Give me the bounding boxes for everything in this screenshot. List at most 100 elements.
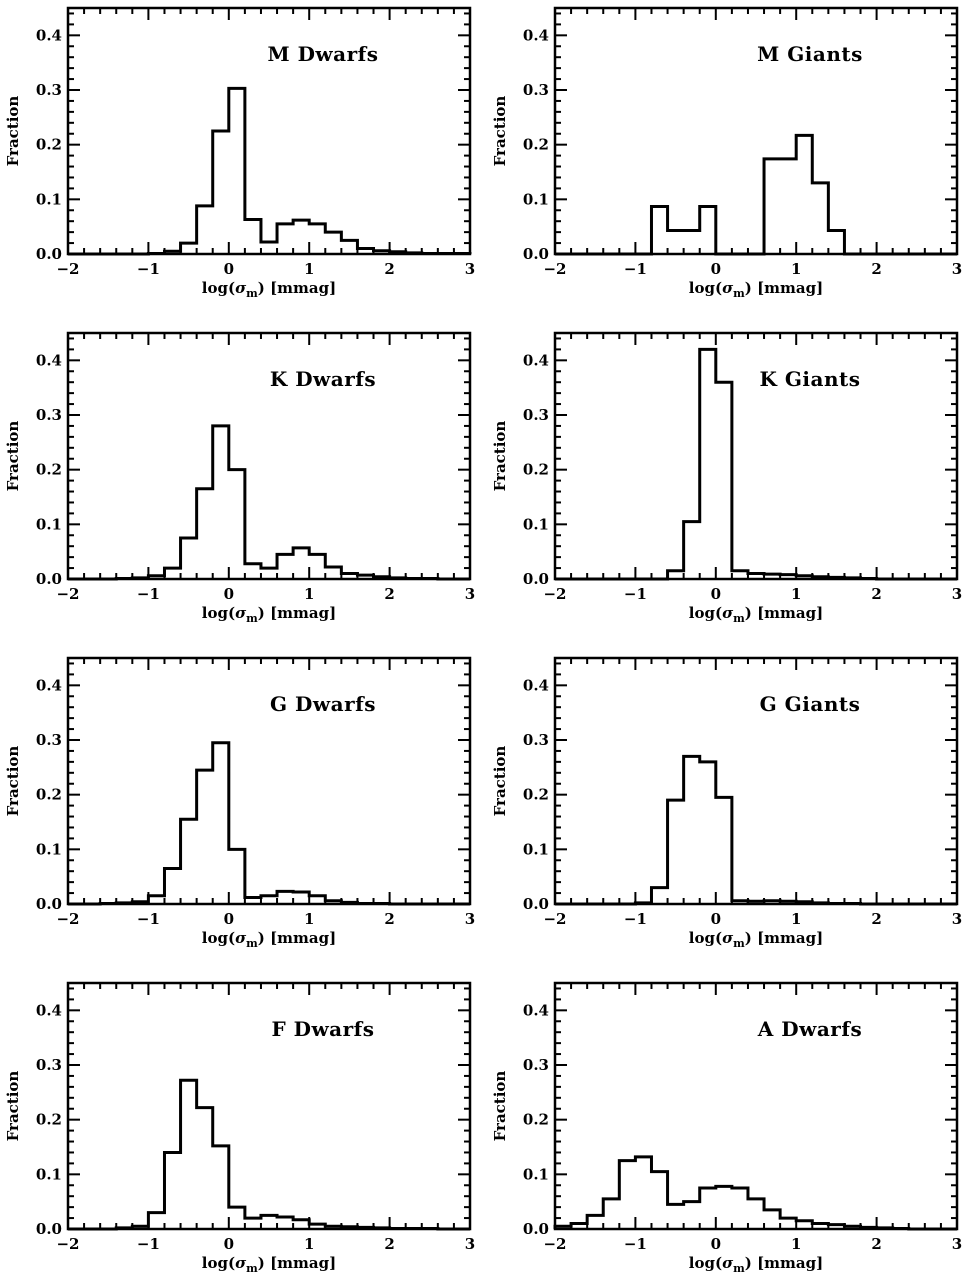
- y-tick-label: 0.0: [36, 245, 62, 263]
- x-tick-label: 3: [952, 260, 962, 278]
- x-tick-label: 2: [384, 1235, 394, 1253]
- x-tick-label: −2: [543, 910, 566, 928]
- y-tick-label: 0.2: [523, 1111, 549, 1129]
- y-tick-label: 0.0: [36, 1220, 62, 1238]
- x-axis-label: log(σm) [mmag]: [689, 604, 823, 625]
- histogram-panel-8: −2 −1 0 1 2 3 0.0 0.1 0.2 0.3 0.4 A Dwarfs log(σm) […: [491, 981, 962, 1275]
- histogram-bar: [213, 131, 229, 254]
- histogram-bar: [164, 1152, 180, 1229]
- y-tick-label: 0.1: [36, 515, 62, 533]
- panel-title: A Dwarfs: [757, 1017, 862, 1041]
- y-tick-label: 0.3: [36, 1056, 62, 1074]
- histogram-bar: [700, 1188, 716, 1229]
- panel-title: F Dwarfs: [271, 1017, 374, 1041]
- x-tick-label: −2: [543, 260, 566, 278]
- histogram-bar: [293, 548, 309, 579]
- histogram-panel-6: −2 −1 0 1 2 3 0.0 0.1 0.2 0.3 0.4 G Giants log(σm) […: [491, 656, 962, 950]
- histogram-bar: [684, 756, 700, 904]
- histogram-bar: [668, 800, 684, 904]
- x-tick-label: 1: [304, 1235, 314, 1253]
- y-tick-label: 0.2: [523, 461, 549, 479]
- x-tick-label: 2: [871, 260, 881, 278]
- histogram-bar: [635, 1157, 651, 1229]
- x-tick-label: −1: [624, 260, 647, 278]
- plot-frame: [553, 656, 959, 906]
- x-tick-label: 0: [224, 585, 234, 603]
- histogram-bar: [197, 1108, 213, 1229]
- y-tick-label: 0.4: [523, 676, 549, 694]
- histogram-bar: [764, 1210, 780, 1229]
- x-tick-label: 3: [465, 585, 475, 603]
- histogram-panel-5: −2 −1 0 1 2 3 0.0 0.1 0.2 0.3 0.4 G Dwarfs log(σm) […: [4, 656, 475, 950]
- x-tick-label: 1: [791, 585, 801, 603]
- y-tick-label: 0.4: [523, 26, 549, 44]
- y-tick-label: 0.1: [523, 840, 549, 858]
- histogram-bar: [229, 88, 245, 254]
- histogram-bar: [181, 1080, 197, 1229]
- x-tick-label: 2: [384, 260, 394, 278]
- y-tick-label: 0.3: [523, 406, 549, 424]
- y-axis-label: Fraction: [4, 746, 22, 817]
- x-tick-label: −2: [543, 585, 566, 603]
- histogram-bar: [684, 230, 700, 254]
- plot-frame: [66, 6, 472, 256]
- y-tick-label: 0.1: [523, 190, 549, 208]
- y-tick-label: 0.3: [36, 731, 62, 749]
- x-axis-label: log(σm) [mmag]: [202, 1254, 336, 1275]
- histogram-panel-3: −2 −1 0 1 2 3 0.0 0.1 0.2 0.3 0.4 K Dwarfs log(σm) […: [4, 331, 475, 625]
- histogram-bar: [261, 1215, 277, 1229]
- histogram-bar: [213, 426, 229, 579]
- y-tick-label: 0.1: [36, 840, 62, 858]
- histogram-bar: [780, 1218, 796, 1229]
- x-tick-label: −2: [56, 585, 79, 603]
- y-tick-label: 0.4: [36, 1001, 62, 1019]
- y-tick-label: 0.3: [36, 406, 62, 424]
- histogram-bar: [732, 1188, 748, 1229]
- x-tick-label: 3: [952, 1235, 962, 1253]
- histogram-bar: [164, 868, 180, 904]
- histogram-bar: [213, 743, 229, 904]
- x-tick-label: 1: [791, 260, 801, 278]
- y-tick-label: 0.4: [523, 351, 549, 369]
- histogram-bar: [587, 1215, 603, 1229]
- x-tick-label: 1: [304, 585, 314, 603]
- y-tick-label: 0.0: [523, 1220, 549, 1238]
- histogram-bar: [277, 224, 293, 254]
- histogram-bar: [684, 1202, 700, 1229]
- x-axis-label: log(σm) [mmag]: [689, 929, 823, 950]
- histogram-bar: [293, 892, 309, 904]
- histogram-bar: [325, 567, 341, 579]
- x-tick-label: 0: [224, 1235, 234, 1253]
- y-tick-label: 0.4: [36, 351, 62, 369]
- y-tick-label: 0.2: [36, 136, 62, 154]
- y-tick-label: 0.1: [523, 1165, 549, 1183]
- histogram-bar: [309, 224, 325, 254]
- histogram-bar: [245, 564, 261, 579]
- x-tick-label: −2: [56, 260, 79, 278]
- x-tick-label: 0: [711, 260, 721, 278]
- x-tick-label: 1: [791, 1235, 801, 1253]
- histogram-bar: [700, 206, 716, 254]
- plot-frame: [66, 656, 472, 906]
- histogram-bar: [277, 554, 293, 579]
- plot-frame: [553, 6, 959, 256]
- histogram-bar: [325, 232, 341, 254]
- histogram-bar: [197, 489, 213, 579]
- x-tick-label: 2: [871, 1235, 881, 1253]
- histogram-bar: [716, 797, 732, 904]
- y-tick-label: 0.0: [523, 895, 549, 913]
- x-tick-label: −1: [624, 910, 647, 928]
- x-axis-label: log(σm) [mmag]: [202, 279, 336, 300]
- histogram-bar: [213, 1146, 229, 1229]
- x-tick-label: 2: [871, 585, 881, 603]
- x-tick-label: 2: [871, 910, 881, 928]
- plot-frame: [66, 981, 472, 1231]
- panel-title: G Dwarfs: [270, 692, 376, 716]
- x-tick-label: −1: [137, 585, 160, 603]
- x-tick-label: −1: [624, 585, 647, 603]
- histogram-bar: [651, 888, 667, 904]
- panel-title: M Dwarfs: [267, 42, 378, 66]
- histogram-bar: [341, 240, 357, 254]
